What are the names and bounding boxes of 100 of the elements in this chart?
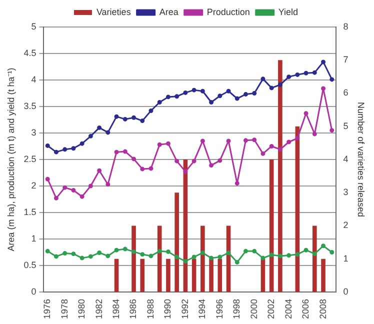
y-tick-label: 0.5 [24, 260, 36, 270]
point [330, 128, 334, 133]
point [183, 90, 188, 95]
x-tick-label: 1990 [162, 298, 173, 320]
point [114, 150, 119, 154]
point [278, 254, 282, 258]
y-axis-title: Area (m ha), production (m t) and yield (t ha⁻¹) [6, 68, 16, 252]
x-tick-label: 2008 [318, 298, 328, 320]
point [218, 254, 222, 260]
y2-tick-label: 3 [343, 187, 348, 198]
point [97, 250, 102, 256]
point [45, 176, 50, 182]
bar [218, 258, 222, 292]
point [183, 169, 188, 174]
bar [209, 258, 214, 292]
point [157, 142, 162, 147]
point [114, 248, 119, 252]
y-tick-label: 4 [31, 74, 36, 84]
point [260, 256, 266, 260]
bar [192, 258, 196, 292]
x-tick-label: 1980 [76, 298, 87, 320]
bar [114, 258, 119, 292]
point [243, 138, 248, 143]
bar [260, 258, 266, 292]
point [252, 90, 257, 96]
legend-label: Area [159, 6, 178, 17]
x-tick-label: 2006 [300, 298, 311, 320]
y2-tick-label: 4 [343, 154, 348, 164]
x-tick-label: 1978 [59, 298, 70, 320]
point [209, 256, 214, 260]
y-tick-label: 4.5 [24, 48, 36, 58]
point [80, 256, 84, 260]
point [122, 246, 128, 252]
bar [312, 226, 317, 292]
point [192, 254, 196, 260]
bar [166, 258, 170, 292]
point [278, 82, 282, 88]
point [200, 88, 205, 94]
point [97, 168, 102, 173]
bar [321, 258, 326, 292]
point [234, 181, 240, 186]
point [286, 140, 292, 144]
point [80, 141, 84, 146]
x-tick-label: 2002 [266, 298, 276, 320]
point [157, 248, 162, 254]
x-tick-label: 1986 [128, 298, 138, 320]
point [132, 115, 136, 120]
point [71, 146, 76, 151]
point [106, 130, 110, 135]
y-tick-label: 3 [31, 127, 36, 138]
point [62, 251, 68, 256]
point [295, 72, 300, 77]
point [312, 132, 317, 136]
point [80, 194, 84, 199]
point [226, 88, 231, 94]
point [132, 249, 136, 254]
bar [226, 226, 231, 292]
x-tick-label: 2000 [248, 298, 259, 320]
point [226, 138, 231, 144]
point [140, 166, 145, 172]
point [209, 163, 214, 168]
point [71, 252, 76, 256]
point [174, 94, 180, 99]
bar [140, 258, 145, 292]
point [157, 100, 162, 105]
x-tick-label: 1984 [111, 298, 122, 320]
point [166, 94, 170, 100]
y2-tick-label: 2 [343, 220, 348, 230]
point [286, 74, 292, 80]
y2-tick-label: 7 [343, 54, 348, 65]
point [88, 254, 93, 259]
point [54, 150, 58, 154]
point [166, 141, 170, 146]
point [192, 158, 196, 164]
point [295, 252, 300, 257]
point [295, 136, 300, 141]
point [218, 94, 222, 98]
y2-tick-label: 8 [343, 21, 348, 32]
point [226, 250, 231, 256]
x-tick-label: 1982 [94, 298, 104, 320]
point [192, 88, 196, 92]
point [148, 254, 154, 258]
bar [183, 159, 188, 292]
bar [157, 226, 162, 292]
x-tick-label: 1992 [180, 298, 190, 320]
y2-tick-label: 0 [343, 286, 348, 296]
point [132, 156, 136, 162]
point [330, 77, 334, 82]
y-tick-label: 2.5 [24, 154, 36, 164]
point [174, 158, 180, 164]
y2-axis-title: Number of varieties released [356, 102, 366, 218]
point [97, 125, 102, 130]
y-tick-label: 5 [31, 21, 36, 32]
x-tick-label: 1998 [232, 298, 242, 320]
point [114, 114, 119, 119]
point [106, 182, 110, 187]
y2-tick-label: 1 [343, 253, 348, 264]
bar [269, 159, 274, 292]
legend-label: Yield [278, 6, 298, 17]
point [88, 134, 93, 138]
